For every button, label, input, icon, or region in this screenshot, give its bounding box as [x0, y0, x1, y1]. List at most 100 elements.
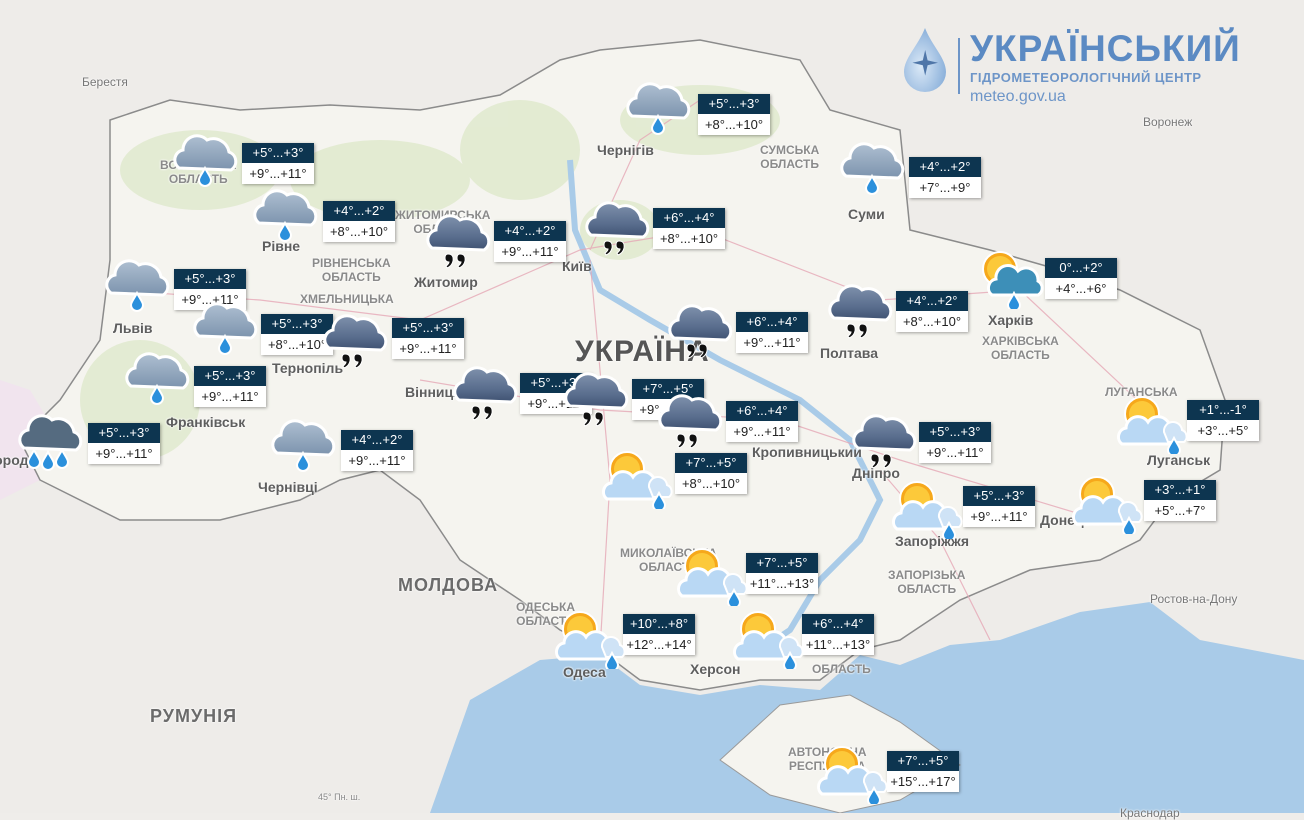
sun-cloud-rain-icon [812, 738, 892, 807]
forecast-label-mykolaiv[interactable]: +7°...+5° +11°...+13° [746, 553, 818, 594]
day-temperature: +9°...+11° [963, 506, 1035, 527]
forecast-label-dnipro[interactable]: +5°...+3° +9°...+11° [919, 422, 991, 463]
night-temperature: +4°...+2° [494, 221, 566, 241]
sun-cloud-rain-icon [597, 443, 677, 512]
night-temperature: +10°...+8° [623, 614, 695, 634]
map-label-luhansk-oblast: ЛУГАНСЬКА [1105, 385, 1178, 399]
map-label-romania: РУМУНІЯ [150, 706, 238, 726]
map-label-frankivsk: Франківськ [166, 414, 246, 430]
day-temperature: +12°...+14° [623, 634, 695, 655]
day-temperature: +9°...+11° [174, 289, 246, 310]
logo-title: УКРАЇНСЬКИЙ [970, 28, 1241, 69]
forecast-label-chernivtsi[interactable]: +4°...+2° +9°...+11° [341, 430, 413, 471]
night-temperature: +5°...+3° [194, 366, 266, 386]
forecast-label-khmelnytskyi[interactable]: +5°...+3° +9°...+11° [392, 318, 464, 359]
forecast-label-ternopil[interactable]: +5°...+3° +8°...+10° [261, 314, 333, 355]
night-temperature: +5°...+3° [242, 143, 314, 163]
drizzle-cloud-icon [556, 366, 636, 432]
map-label-kropyvnytskyi: Кропивницький [752, 444, 862, 460]
day-temperature: +8°...+10° [675, 473, 747, 494]
rain-cloud-icon [117, 346, 197, 412]
map-label-kyiv: Київ [562, 258, 592, 274]
rain-cloud-icon [165, 128, 245, 194]
map-label-zaporizhzhia-oblast: ЗАПОРІЗЬКА ОБЛАСТЬ [888, 568, 966, 596]
day-temperature: +3°...+5° [1187, 420, 1259, 441]
forecast-label-poltava[interactable]: +4°...+2° +8°...+10° [896, 291, 968, 332]
map-label-rivne-oblast: РІВНЕНСЬКА ОБЛАСТЬ [312, 256, 391, 284]
day-temperature: +9°...+11° [194, 386, 266, 407]
drizzle-cloud-icon [650, 388, 730, 454]
map-label-voronezh: Воронеж [1143, 115, 1193, 129]
night-temperature: +7°...+5° [632, 379, 704, 399]
forecast-label-kherson[interactable]: +6°...+4° +11°...+13° [802, 614, 874, 655]
map-label-vinnytsia: Вінниця [405, 384, 462, 400]
forecast-label-volyn[interactable]: +5°...+3° +9°...+11° [242, 143, 314, 184]
map-label-uzhhorod: Ужгород [0, 452, 29, 468]
forecast-label-lviv[interactable]: +5°...+3° +9°...+11° [174, 269, 246, 310]
forecast-label-rivne[interactable]: +4°...+2° +8°...+10° [323, 201, 395, 242]
map-label-chernivtsi: Чернівці [258, 479, 318, 495]
day-temperature: +8°...+10° [261, 334, 333, 355]
forecast-label-cherkasy[interactable]: +6°...+4° +9°...+11° [736, 312, 808, 353]
forecast-label-kropyvnytskyi-south[interactable]: +7°...+5° +8°...+10° [675, 453, 747, 494]
drizzle-cloud-icon [820, 278, 900, 344]
day-temperature: +11°...+13° [746, 573, 818, 594]
sun-rain-cloud-icon [970, 243, 1050, 312]
forecast-label-odesa[interactable]: +10°...+8° +12°...+14° [623, 614, 695, 655]
sun-cloud-rain-icon [728, 603, 808, 672]
day-temperature: +9°...+11° [736, 332, 808, 353]
day-temperature: +9°...+11° [494, 241, 566, 262]
map-label-odesa-oblast: ОДЕСЬКА ОБЛАСТЬ [516, 600, 576, 628]
night-temperature: +4°...+2° [341, 430, 413, 450]
logo-divider [958, 38, 960, 94]
map-label-odesa: Одеса [563, 664, 606, 680]
night-temperature: +6°...+4° [802, 614, 874, 634]
rain-cloud-icon [618, 76, 698, 142]
map-label-rostov: Ростов-на-Дону [1150, 592, 1238, 606]
forecast-label-crimea[interactable]: +7°...+5° +15°...+17° [887, 751, 959, 792]
day-temperature: +8°...+10° [896, 311, 968, 332]
map-label-rivne: Рівне [262, 238, 301, 254]
drizzle-cloud-icon [315, 308, 395, 374]
map-label-ternopil: Тернопіль [272, 360, 344, 376]
map-label-kherson: Херсон [690, 661, 741, 677]
forecast-label-kharkiv[interactable]: 0°...+2° +4°...+6° [1045, 258, 1117, 299]
rain-cloud-icon [245, 183, 325, 249]
map-label-khmelnytska: ХМЕЛЬНИЦЬКА [300, 292, 394, 306]
map-label-kharkiv-oblast: ХАРКІВСЬКА ОБЛАСТЬ [982, 334, 1059, 362]
night-temperature: +5°...+3° [919, 422, 991, 442]
sun-cloud-rain-icon [887, 473, 967, 542]
night-temperature: +5°...+3° [963, 486, 1035, 506]
day-temperature: +8°...+10° [698, 114, 770, 135]
forecast-label-zaporizhzhia[interactable]: +5°...+3° +9°...+11° [963, 486, 1035, 527]
forecast-label-ivano-frankivsk[interactable]: +5°...+3° +9°...+11° [194, 366, 266, 407]
logo-subtitle: ГІДРОМЕТЕОРОЛОГІЧНИЙ ЦЕНТР [970, 70, 1202, 85]
drizzle-cloud-icon [577, 195, 657, 261]
night-temperature: +7°...+5° [887, 751, 959, 771]
forecast-label-chernihiv[interactable]: +5°...+3° +8°...+10° [698, 94, 770, 135]
logo-url[interactable]: meteo.gov.ua [970, 88, 1066, 105]
forecast-label-donetsk[interactable]: +3°...+1° +5°...+7° [1144, 480, 1216, 521]
map-label-latitude: 45° Пн. ш. [318, 792, 361, 802]
heavy-rain-cloud-icon [10, 408, 90, 474]
water-drop-compass-icon [904, 28, 946, 92]
forecast-label-kropyvnytskyi[interactable]: +6°...+4° +9°...+11° [726, 401, 798, 442]
forecast-label-luhansk[interactable]: +1°...-1° +3°...+5° [1187, 400, 1259, 441]
night-temperature: 0°...+2° [1045, 258, 1117, 278]
night-temperature: +6°...+4° [726, 401, 798, 421]
forecast-label-kyiv[interactable]: +6°...+4° +8°...+10° [653, 208, 725, 249]
forecast-label-sumy[interactable]: +4°...+2° +7°...+9° [909, 157, 981, 198]
drizzle-cloud-icon [445, 360, 525, 426]
night-temperature: +7°...+5° [675, 453, 747, 473]
ukrainian-hydrometeorological-center-logo: УКРАЇНСЬКИЙ ГІДРОМЕТЕОРОЛОГІЧНИЙ ЦЕНТР m… [898, 22, 1240, 112]
forecast-label-zhytomyr[interactable]: +4°...+2° +9°...+11° [494, 221, 566, 262]
day-temperature: +9°...+11° [242, 163, 314, 184]
night-temperature: +7°...+5° [746, 553, 818, 573]
map-label-sumy-oblast: СУМСЬКА ОБЛАСТЬ [760, 143, 820, 171]
sun-cloud-rain-icon [550, 603, 630, 672]
night-temperature: +4°...+2° [896, 291, 968, 311]
night-temperature: +5°...+3° [261, 314, 333, 334]
forecast-label-uzhhorod[interactable]: +5°...+3° +9°...+11° [88, 423, 160, 464]
map-label-zhytomyr: Житомир [414, 274, 478, 290]
day-temperature: +7°...+9° [909, 177, 981, 198]
